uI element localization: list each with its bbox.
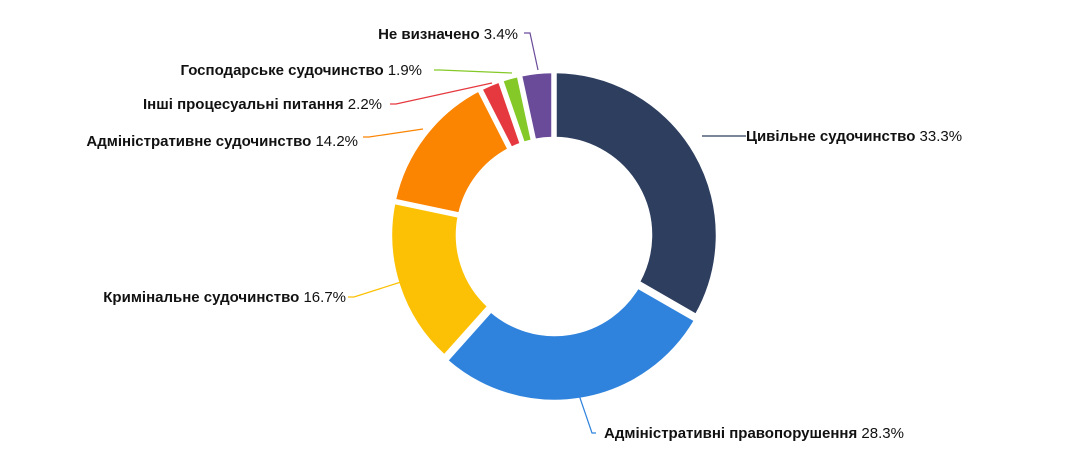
leader-line-4 — [363, 128, 424, 138]
chart-slices — [389, 70, 719, 403]
slice-label-name: Не визначено — [378, 26, 480, 43]
slice-label-name: Інші процесуальні питання — [143, 96, 344, 113]
slice-label-name: Кримінальне судочинство — [103, 289, 299, 306]
slice-label-value: 14.2% — [311, 133, 358, 150]
slice-3[interactable] — [389, 201, 490, 357]
slice-1[interactable] — [554, 70, 719, 317]
slice-label-value: 28.3% — [857, 425, 904, 442]
slice-4[interactable] — [393, 89, 510, 215]
slice-label-2: Адміністративні правопорушення 28.3% — [604, 425, 904, 442]
slice-label-name: Адміністративні правопорушення — [604, 425, 857, 442]
slice-2[interactable] — [445, 286, 697, 403]
slice-label-value: 16.7% — [299, 289, 346, 306]
slice-label-7: Не визначено 3.4% — [378, 26, 518, 43]
leader-line-3 — [348, 281, 402, 298]
slice-label-name: Адміністративне судочинство — [86, 133, 311, 150]
slice-5[interactable] — [480, 80, 523, 150]
chart-leader-lines — [348, 32, 746, 434]
leader-line-5 — [390, 82, 493, 105]
chart-labels: Цивільне судочинство 33.3% Адміністративн… — [86, 26, 962, 442]
slice-label-3: Кримінальне судочинство 16.7% — [103, 289, 346, 306]
slice-label-name: Господарське судочинство — [180, 62, 383, 79]
slice-label-value: 33.3% — [915, 128, 962, 145]
leader-line-7 — [524, 32, 539, 71]
slice-label-6: Господарське судочинство 1.9% — [180, 62, 422, 79]
slice-label-value: 2.2% — [344, 96, 382, 113]
leader-line-2 — [578, 394, 596, 434]
slice-label-value: 1.9% — [384, 62, 422, 79]
slice-label-5: Інші процесуальні питання 2.2% — [143, 96, 382, 113]
slice-7[interactable] — [519, 70, 554, 142]
slice-label-4: Адміністративне судочинство 14.2% — [86, 133, 358, 150]
slice-label-value: 3.4% — [480, 26, 518, 43]
slice-6[interactable] — [500, 74, 534, 145]
slice-label-1: Цивільне судочинство 33.3% — [746, 128, 962, 145]
leader-line-6 — [434, 69, 513, 74]
slice-label-name: Цивільне судочинство — [746, 128, 915, 145]
